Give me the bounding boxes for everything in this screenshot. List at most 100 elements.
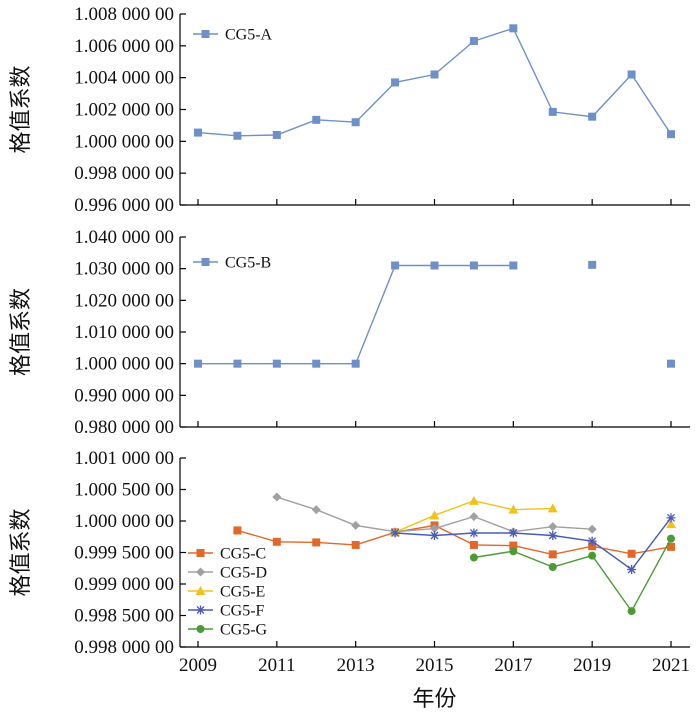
data-point xyxy=(194,359,202,368)
data-point xyxy=(548,562,557,571)
data-point xyxy=(667,359,675,368)
legend-label: CG5-G xyxy=(220,622,268,639)
data-point xyxy=(430,524,439,534)
y-tick-label: 1.004 000 00 xyxy=(74,68,174,89)
legend: CG5-C CG5-D CG5-E CG5-F CG5-G xyxy=(188,546,268,639)
data-point xyxy=(312,115,321,124)
y-tick-label: 0.999 000 00 xyxy=(74,574,174,595)
y-tick-label: 0.998 000 00 xyxy=(74,163,174,184)
data-point xyxy=(588,260,597,269)
y-axis-title: 格值系数 xyxy=(9,65,34,153)
y-tick-label: 0.998 500 00 xyxy=(74,606,174,627)
legend-label: CG5-C xyxy=(220,546,266,563)
data-point xyxy=(272,492,282,502)
y-tick-label: 1.002 000 00 xyxy=(74,100,174,121)
x-axis-title: 年份 xyxy=(412,687,456,712)
data-point xyxy=(508,504,519,514)
data-point xyxy=(272,359,281,368)
data-point xyxy=(351,520,361,530)
legend-marker xyxy=(196,567,205,577)
x-tick-label: 2019 xyxy=(573,655,611,676)
legend-marker xyxy=(196,549,205,557)
data-point xyxy=(312,538,321,547)
legend: CG5-B xyxy=(193,255,271,272)
data-point xyxy=(391,261,400,270)
data-point xyxy=(508,528,518,538)
data-point xyxy=(548,530,558,540)
y-axis-title: 格值系数 xyxy=(9,508,34,596)
series-line xyxy=(473,538,672,613)
data-point xyxy=(469,540,478,549)
data-point xyxy=(468,495,479,505)
series-cg5-f xyxy=(390,513,676,575)
data-point xyxy=(430,530,439,540)
y-tick-label: 1.008 000 00 xyxy=(74,4,174,25)
legend-label: CG5-D xyxy=(220,565,267,582)
data-point xyxy=(312,359,321,368)
legend-label: CG5-E xyxy=(220,584,265,601)
data-point xyxy=(233,359,242,368)
data-point xyxy=(509,547,518,556)
data-point xyxy=(667,534,675,543)
data-point xyxy=(469,528,479,538)
data-point xyxy=(548,522,558,532)
data-point xyxy=(548,107,557,116)
data-point xyxy=(429,510,440,520)
y-tick-label: 0.980 000 00 xyxy=(74,417,174,438)
data-point xyxy=(588,542,597,551)
series-cg5-b xyxy=(194,260,675,368)
data-point xyxy=(233,526,242,535)
legend-marker xyxy=(201,30,210,38)
data-point xyxy=(588,112,597,121)
data-point xyxy=(547,503,558,513)
legend-label: CG5-F xyxy=(220,603,265,620)
data-point xyxy=(311,505,321,515)
y-tick-label: 0.990 000 00 xyxy=(74,385,174,406)
data-point xyxy=(272,130,281,139)
data-point xyxy=(469,261,478,270)
series-cg5-a xyxy=(194,24,675,140)
legend-marker xyxy=(195,586,206,595)
data-point xyxy=(430,261,439,270)
y-tick-label: 0.996 000 00 xyxy=(74,195,174,216)
series-line xyxy=(197,27,672,137)
data-point xyxy=(627,70,636,79)
chart-panel-top: 0.996 000 00 0.998 000 00 1.000 000 00 1.00… xyxy=(9,4,690,216)
y-tick-label: 1.001 000 00 xyxy=(74,448,174,469)
x-tick-label: 2011 xyxy=(258,655,295,676)
legend-marker xyxy=(196,605,205,615)
y-tick-label: 0.999 500 00 xyxy=(74,543,174,564)
data-point xyxy=(509,261,518,270)
data-point xyxy=(351,540,360,549)
data-point xyxy=(391,78,400,87)
data-point xyxy=(587,536,597,546)
data-point xyxy=(233,131,242,140)
y-tick-label: 1.000 000 00 xyxy=(74,131,174,152)
y-tick-label: 1.000 000 00 xyxy=(74,511,174,532)
legend-marker xyxy=(196,625,205,633)
y-tick-label: 1.006 000 00 xyxy=(74,36,174,57)
series-line xyxy=(198,264,514,365)
chart-panel-bottom: 0.998 000 00 0.998 500 00 0.999 000 00 0.99… xyxy=(9,448,690,658)
data-point xyxy=(627,565,637,575)
data-point xyxy=(469,37,478,46)
data-point xyxy=(390,528,400,538)
y-tick-label: 1.010 000 00 xyxy=(74,322,174,343)
y-axis-title: 格值系数 xyxy=(9,288,34,376)
y-tick-label: 1.020 000 00 xyxy=(74,290,174,311)
y-tick-label: 1.040 000 00 xyxy=(74,227,174,248)
series-cg5-e xyxy=(390,495,676,537)
legend-marker xyxy=(201,258,210,266)
data-point xyxy=(469,512,479,522)
series-line xyxy=(237,524,672,556)
y-tick-label: 0.998 000 00 xyxy=(74,637,174,658)
y-tick-label: 1.030 000 00 xyxy=(74,259,174,280)
x-tick-label: 2009 xyxy=(179,655,217,676)
data-point xyxy=(667,130,675,139)
data-point xyxy=(509,24,518,33)
data-point xyxy=(469,553,478,562)
x-tick-label: 2013 xyxy=(337,655,375,676)
data-point xyxy=(666,513,676,523)
series-cg5-g xyxy=(469,534,675,616)
